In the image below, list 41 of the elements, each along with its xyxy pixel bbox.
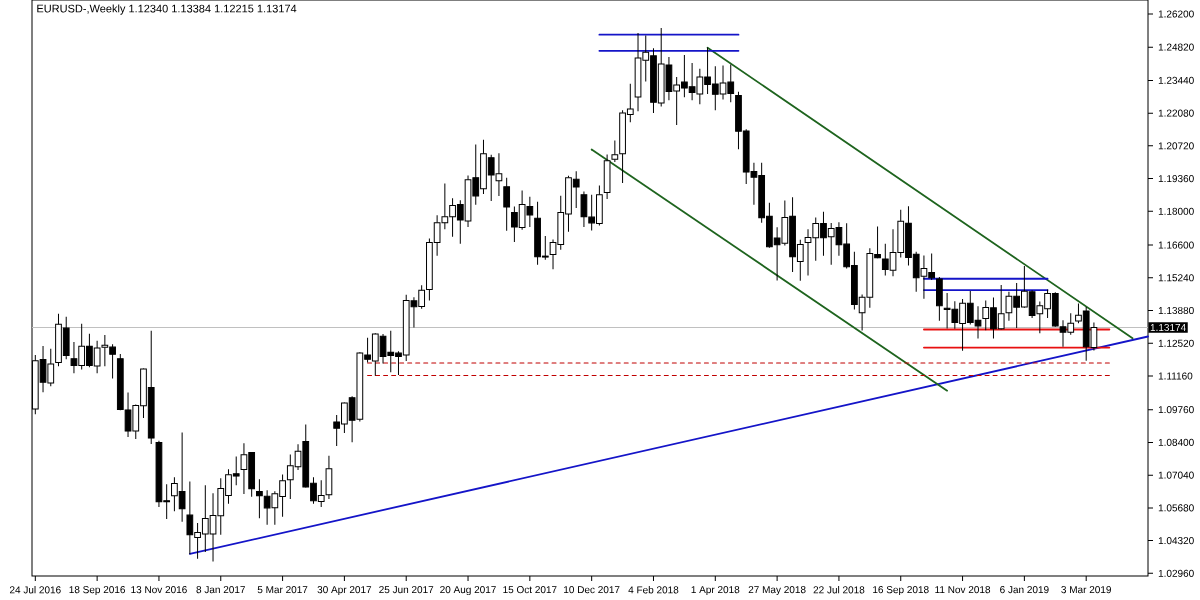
chart-title: EURUSD-,Weekly 1.12340 1.13384 1.12215 1.13174 [37, 4, 297, 15]
y-tick-label: 1.18000 [1158, 207, 1194, 215]
y-tick-label: 1.07040 [1158, 471, 1194, 479]
y-tick-label: 1.19360 [1158, 175, 1194, 183]
y-tick-label: 1.20720 [1158, 142, 1194, 150]
y-tick-label: 1.09760 [1158, 406, 1194, 414]
y-tick-label: 1.24820 [1158, 43, 1194, 51]
x-tick-label: 18 Sep 2016 [69, 586, 126, 596]
x-tick-label: 27 May 2018 [748, 586, 806, 596]
x-tick-label: 16 Sep 2018 [873, 586, 929, 596]
x-tick-label: 25 Jun 2017 [379, 586, 434, 594]
x-tick-label: 11 Nov 2018 [935, 586, 991, 594]
candlestick [256, 478, 263, 519]
x-tick-label: 1 Apr 2018 [691, 586, 740, 596]
candlestick [503, 177, 511, 232]
y-tick-label: 1.08400 [1158, 438, 1194, 446]
y-tick-label: 1.02960 [1158, 569, 1194, 577]
y-tick-label: 1.05680 [1158, 504, 1194, 512]
y-tick-label: 1.26200 [1158, 10, 1194, 18]
x-tick-label: 8 Jan 2017 [196, 586, 245, 594]
x-tick-label: 5 Mar 2017 [257, 586, 308, 594]
x-tick-label: 30 Apr 2017 [317, 586, 372, 596]
x-tick-label: 3 Mar 2019 [1061, 586, 1111, 594]
y-tick-label: 1.15240 [1158, 274, 1194, 282]
ref-line-label: 1.13174 [1150, 323, 1186, 332]
x-tick-label: 22 Jul 2018 [813, 586, 865, 594]
x-tick-label: 10 Dec 2017 [564, 586, 620, 594]
x-tick-label: 6 Jan 2019 [1000, 586, 1049, 594]
x-tick-label: 4 Feb 2018 [628, 586, 679, 594]
candlestick [611, 140, 619, 163]
x-tick-label: 13 Nov 2016 [131, 586, 187, 594]
y-tick-label: 1.22080 [1158, 109, 1194, 117]
x-tick-label: 15 Oct 2017 [503, 586, 557, 594]
y-tick-label: 1.11160 [1158, 372, 1193, 380]
y-tick-label: 1.13880 [1158, 306, 1194, 315]
x-tick-label: 24 Jul 2016 [9, 586, 61, 594]
y-tick-label: 1.04320 [1158, 537, 1194, 545]
y-tick-label: 1.12520 [1158, 339, 1194, 347]
x-tick-label: 20 Aug 2017 [440, 586, 496, 596]
y-tick-label: 1.23440 [1158, 76, 1194, 84]
y-tick-label: 1.16600 [1158, 241, 1194, 249]
